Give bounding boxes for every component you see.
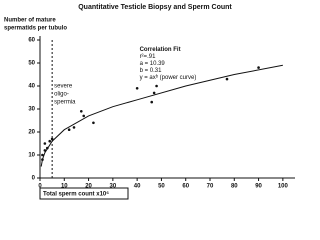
x-tick-label: 70: [207, 184, 214, 190]
point: [257, 66, 260, 69]
point: [41, 153, 44, 157]
x-tick-label: 30: [110, 184, 117, 190]
region-label: spermia: [54, 100, 76, 106]
chart-title: Quantitative Testicle Biopsy and Sperm C…: [78, 4, 232, 11]
point: [48, 139, 52, 143]
point: [41, 158, 44, 161]
y-tick-label: 40: [28, 84, 35, 90]
x-tick-label: 40: [134, 184, 141, 190]
fit-curve: [40, 64, 283, 167]
point: [45, 146, 49, 150]
point: [135, 87, 139, 90]
point: [82, 114, 86, 118]
x-tick-label: 80: [231, 184, 238, 190]
fit-annotation: a = 10.39: [140, 61, 166, 67]
y-tick-label: 10: [28, 153, 35, 159]
point: [43, 142, 47, 145]
y-axis-label: spermatids per tubulo: [4, 26, 67, 32]
point: [79, 110, 83, 113]
y-tick-label: 20: [28, 130, 35, 136]
point: [152, 91, 156, 95]
x-tick-label: 20: [85, 184, 92, 190]
x-tick-label: 90: [255, 184, 262, 190]
x-tick-label: 60: [182, 184, 189, 190]
x-tick-label: 10: [61, 184, 68, 190]
y-tick-label: 50: [28, 61, 35, 67]
point: [50, 137, 54, 141]
point: [155, 84, 158, 88]
y-tick-label: 30: [28, 107, 35, 113]
chart: Quantitative Testicle Biopsy and Sperm C…: [4, 4, 295, 200]
fit-annotation: Correlation Fit: [140, 47, 181, 53]
fit-annotation: y = axᵇ (power curve): [140, 74, 197, 81]
point: [43, 149, 47, 152]
x-tick-label: 100: [278, 184, 289, 190]
point: [150, 100, 154, 104]
region-label: oligo-: [54, 92, 69, 98]
region-label: severe: [54, 84, 73, 90]
x-label-box: [39, 187, 129, 200]
point: [72, 126, 76, 129]
x-tick-label: 0: [38, 184, 42, 190]
point: [225, 77, 229, 81]
y-axis-label: Number of mature: [4, 18, 56, 24]
fit-annotation: r²=.91: [140, 54, 157, 60]
x-axis-label: Total sperm count x10⁶: [43, 192, 109, 198]
point: [67, 128, 71, 131]
point: [92, 121, 95, 125]
y-tick-label: 0: [32, 176, 36, 182]
y-tick-label: 60: [28, 38, 35, 44]
fit-annotation: b = 0.31: [140, 68, 163, 74]
x-tick-label: 50: [158, 184, 165, 190]
